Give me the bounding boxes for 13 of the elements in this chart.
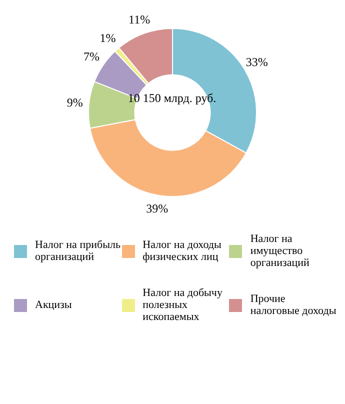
legend-label: Налог на добычу полезных ископаемых <box>142 287 224 323</box>
data-label: 11% <box>128 12 150 26</box>
legend-label: Прочие налоговые доходы <box>250 293 337 317</box>
legend-label: Налог на доходы физических лиц <box>142 239 222 263</box>
data-label: 33% <box>246 54 268 69</box>
data-label: 39% <box>146 201 168 216</box>
legend-label: Налог на прибыль организаций <box>35 239 122 263</box>
data-label: 7% <box>83 50 100 64</box>
data-label: 9% <box>66 95 83 110</box>
legend-label: Акцизы <box>35 299 72 311</box>
legend-label: Налог на имущество организаций <box>250 233 310 269</box>
text: 10 150 млрд. руб. <box>126 90 218 107</box>
data-label: 1% <box>100 31 116 46</box>
